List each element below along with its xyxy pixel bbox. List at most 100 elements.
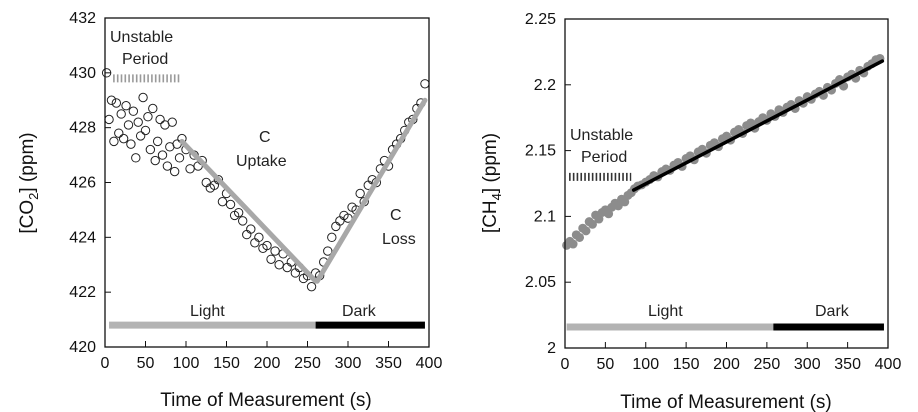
data-point — [106, 95, 117, 105]
ch4-light-label: Light — [648, 303, 683, 320]
co2-unstable-label-1: Unstable — [110, 29, 173, 46]
data-point — [355, 188, 365, 199]
x-tick-label: 400 — [416, 355, 443, 372]
data-point — [233, 207, 244, 218]
y-tick-label: 432 — [69, 10, 96, 27]
ch4-fit-segment — [631, 59, 885, 192]
data-point — [145, 144, 156, 155]
data-point — [201, 177, 211, 188]
x-tick-label: 300 — [335, 355, 362, 372]
ch4-y-axis-label: [CH4] (ppm) — [480, 133, 504, 233]
co2-x-axis-label: Time of Measurement (s) — [160, 390, 372, 411]
x-tick-label: 200 — [713, 356, 740, 373]
co2-uptake-label-2: Uptake — [236, 153, 287, 170]
data-point — [290, 268, 301, 278]
co2-fit-lines — [179, 97, 428, 284]
co2-dark-label: Dark — [342, 303, 377, 320]
x-tick-label: 250 — [294, 355, 321, 372]
x-tick-label: 100 — [632, 356, 659, 373]
data-point — [331, 221, 341, 232]
data-point — [246, 224, 256, 234]
ch4-x-axis-label: Time of Measurement (s) — [620, 392, 832, 412]
data-point — [126, 139, 136, 149]
y-tick-label: 420 — [69, 339, 96, 356]
data-point — [587, 219, 597, 229]
co2-loss-label-1: C — [390, 207, 402, 224]
y-tick-label: 426 — [69, 175, 96, 192]
ch4-y-label-prefix: [CH — [480, 200, 501, 233]
data-point — [568, 239, 578, 249]
data-point — [254, 232, 264, 243]
co2-fit-segment — [314, 97, 428, 284]
data-point — [167, 117, 177, 127]
ch4-plot-frame — [564, 18, 889, 349]
data-point — [185, 164, 195, 174]
ch4-unstable-label-1: Unstable — [570, 127, 633, 144]
x-tick-label: 400 — [875, 356, 902, 373]
data-point — [266, 254, 276, 264]
data-point — [138, 92, 148, 103]
data-point — [131, 153, 141, 163]
y-tick-label: 2.15 — [525, 143, 556, 160]
data-point — [262, 240, 272, 251]
ch4-panel: 0 50 100 150 200 250 300 350 400 2 2.05 2.1 2.15 2.2… — [480, 11, 901, 412]
x-tick-label: 200 — [254, 355, 281, 372]
co2-unstable-label-2: Period — [122, 51, 168, 68]
data-point — [274, 260, 284, 270]
data-point — [135, 131, 146, 141]
data-point — [174, 153, 185, 163]
y-tick-label: 422 — [69, 284, 96, 301]
data-point — [140, 125, 151, 136]
co2-y-label-sub: 2 — [26, 193, 41, 200]
x-tick-label: 150 — [213, 355, 240, 372]
co2-loss-label-2: Loss — [382, 231, 416, 248]
data-point — [306, 281, 317, 292]
data-point — [213, 175, 224, 185]
data-point — [118, 133, 129, 144]
ch4-y-label-suffix: ] (ppm) — [480, 133, 501, 193]
ch4-x-ticks: 0 50 100 150 200 250 300 350 400 — [561, 342, 902, 373]
ch4-dark-label: Dark — [815, 303, 850, 320]
data-point — [327, 232, 337, 243]
data-point — [225, 199, 236, 210]
data-point — [323, 246, 333, 256]
data-point — [121, 101, 131, 111]
data-point — [242, 229, 252, 240]
y-tick-label: 2.1 — [534, 208, 556, 225]
x-tick-label: 0 — [561, 356, 570, 373]
data-point — [123, 120, 134, 130]
data-point — [128, 106, 139, 116]
data-point — [143, 112, 153, 122]
y-tick-label: 2 — [547, 340, 556, 357]
data-point — [148, 103, 158, 114]
co2-fit-segment — [179, 138, 319, 284]
data-point — [116, 109, 126, 119]
y-tick-label: 424 — [69, 229, 96, 246]
x-tick-label: 50 — [596, 356, 614, 373]
data-point — [114, 128, 124, 138]
data-point — [133, 117, 143, 127]
data-point — [104, 114, 114, 125]
ch4-y-ticks: 2 2.05 2.1 2.15 2.2 2.25 — [525, 11, 571, 357]
data-point — [282, 262, 292, 273]
data-point — [150, 155, 160, 166]
ch4-unstable-label-2: Period — [581, 149, 627, 166]
x-tick-label: 300 — [794, 356, 821, 373]
co2-light-label: Light — [190, 303, 225, 320]
x-tick-label: 150 — [673, 356, 700, 373]
co2-panel: 0 50 100 150 200 250 300 350 400 420 422 424 426 428… — [17, 10, 442, 411]
x-tick-label: 100 — [173, 355, 200, 372]
x-tick-label: 0 — [101, 355, 110, 372]
ch4-fit-line — [631, 59, 885, 192]
y-tick-label: 2.05 — [525, 274, 556, 291]
y-tick-label: 428 — [69, 120, 96, 137]
data-point — [157, 150, 168, 160]
data-point — [250, 238, 260, 248]
co2-y-axis-label: [CO2] (ppm) — [17, 132, 41, 233]
x-tick-label: 250 — [754, 356, 781, 373]
co2-x-ticks: 0 50 100 150 200 250 300 350 400 — [101, 341, 443, 372]
data-point — [217, 196, 228, 207]
x-tick-label: 50 — [137, 355, 155, 372]
co2-y-ticks: 420 422 424 426 428 430 432 — [69, 10, 111, 356]
